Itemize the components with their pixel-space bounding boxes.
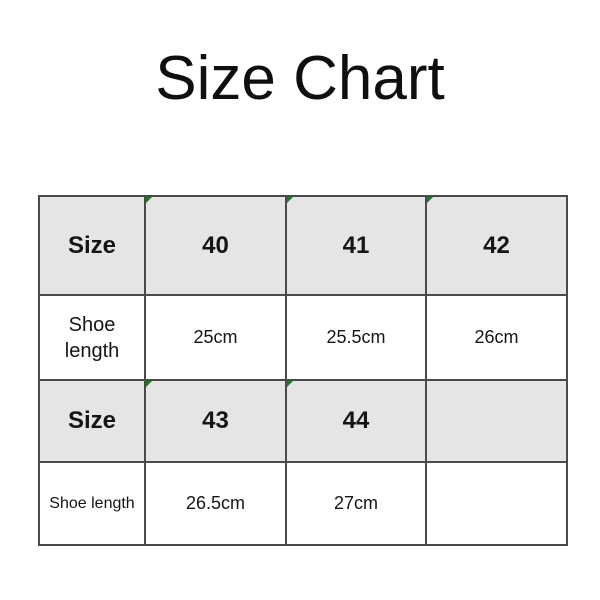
- size-cell: 41: [285, 195, 427, 296]
- size-cell: 40: [144, 195, 287, 296]
- green-corner-marker-icon: [288, 198, 293, 203]
- size-cell: 42: [425, 195, 568, 296]
- green-corner-marker-icon: [428, 198, 433, 203]
- empty-cell: [425, 379, 568, 463]
- row-header-cell: Shoe length: [38, 294, 146, 381]
- green-corner-marker-icon: [288, 382, 293, 387]
- row-header-cell: Size: [38, 195, 146, 296]
- table-row: Shoe length 26.5cm 27cm: [38, 461, 568, 546]
- size-cell: 43: [144, 379, 287, 463]
- table-row: Shoe length 25cm 25.5cm 26cm: [38, 294, 568, 381]
- size-cell-label: 43: [202, 407, 229, 434]
- length-cell: 27cm: [285, 461, 427, 546]
- empty-cell: [425, 461, 568, 546]
- green-corner-marker-icon: [147, 382, 152, 387]
- length-cell: 25cm: [144, 294, 287, 381]
- size-cell: 44: [285, 379, 427, 463]
- size-cell-label: 41: [342, 231, 370, 259]
- table-row: Size 40 41 42: [38, 195, 568, 296]
- size-chart-table: Size 40 41 42 Shoe length 25cm 25.5cm: [38, 195, 568, 546]
- size-cell-label: 40: [202, 231, 229, 259]
- row-header-cell: Size: [38, 379, 146, 463]
- length-cell: 26cm: [425, 294, 568, 381]
- length-cell: 26.5cm: [144, 461, 287, 546]
- size-cell-label: 44: [342, 407, 370, 434]
- length-cell: 25.5cm: [285, 294, 427, 381]
- table-row: Size 43 44: [38, 379, 568, 463]
- page-title: Size Chart: [155, 44, 445, 113]
- green-corner-marker-icon: [147, 198, 152, 203]
- row-header-cell: Shoe length: [38, 461, 146, 546]
- size-cell-label: 42: [483, 231, 510, 259]
